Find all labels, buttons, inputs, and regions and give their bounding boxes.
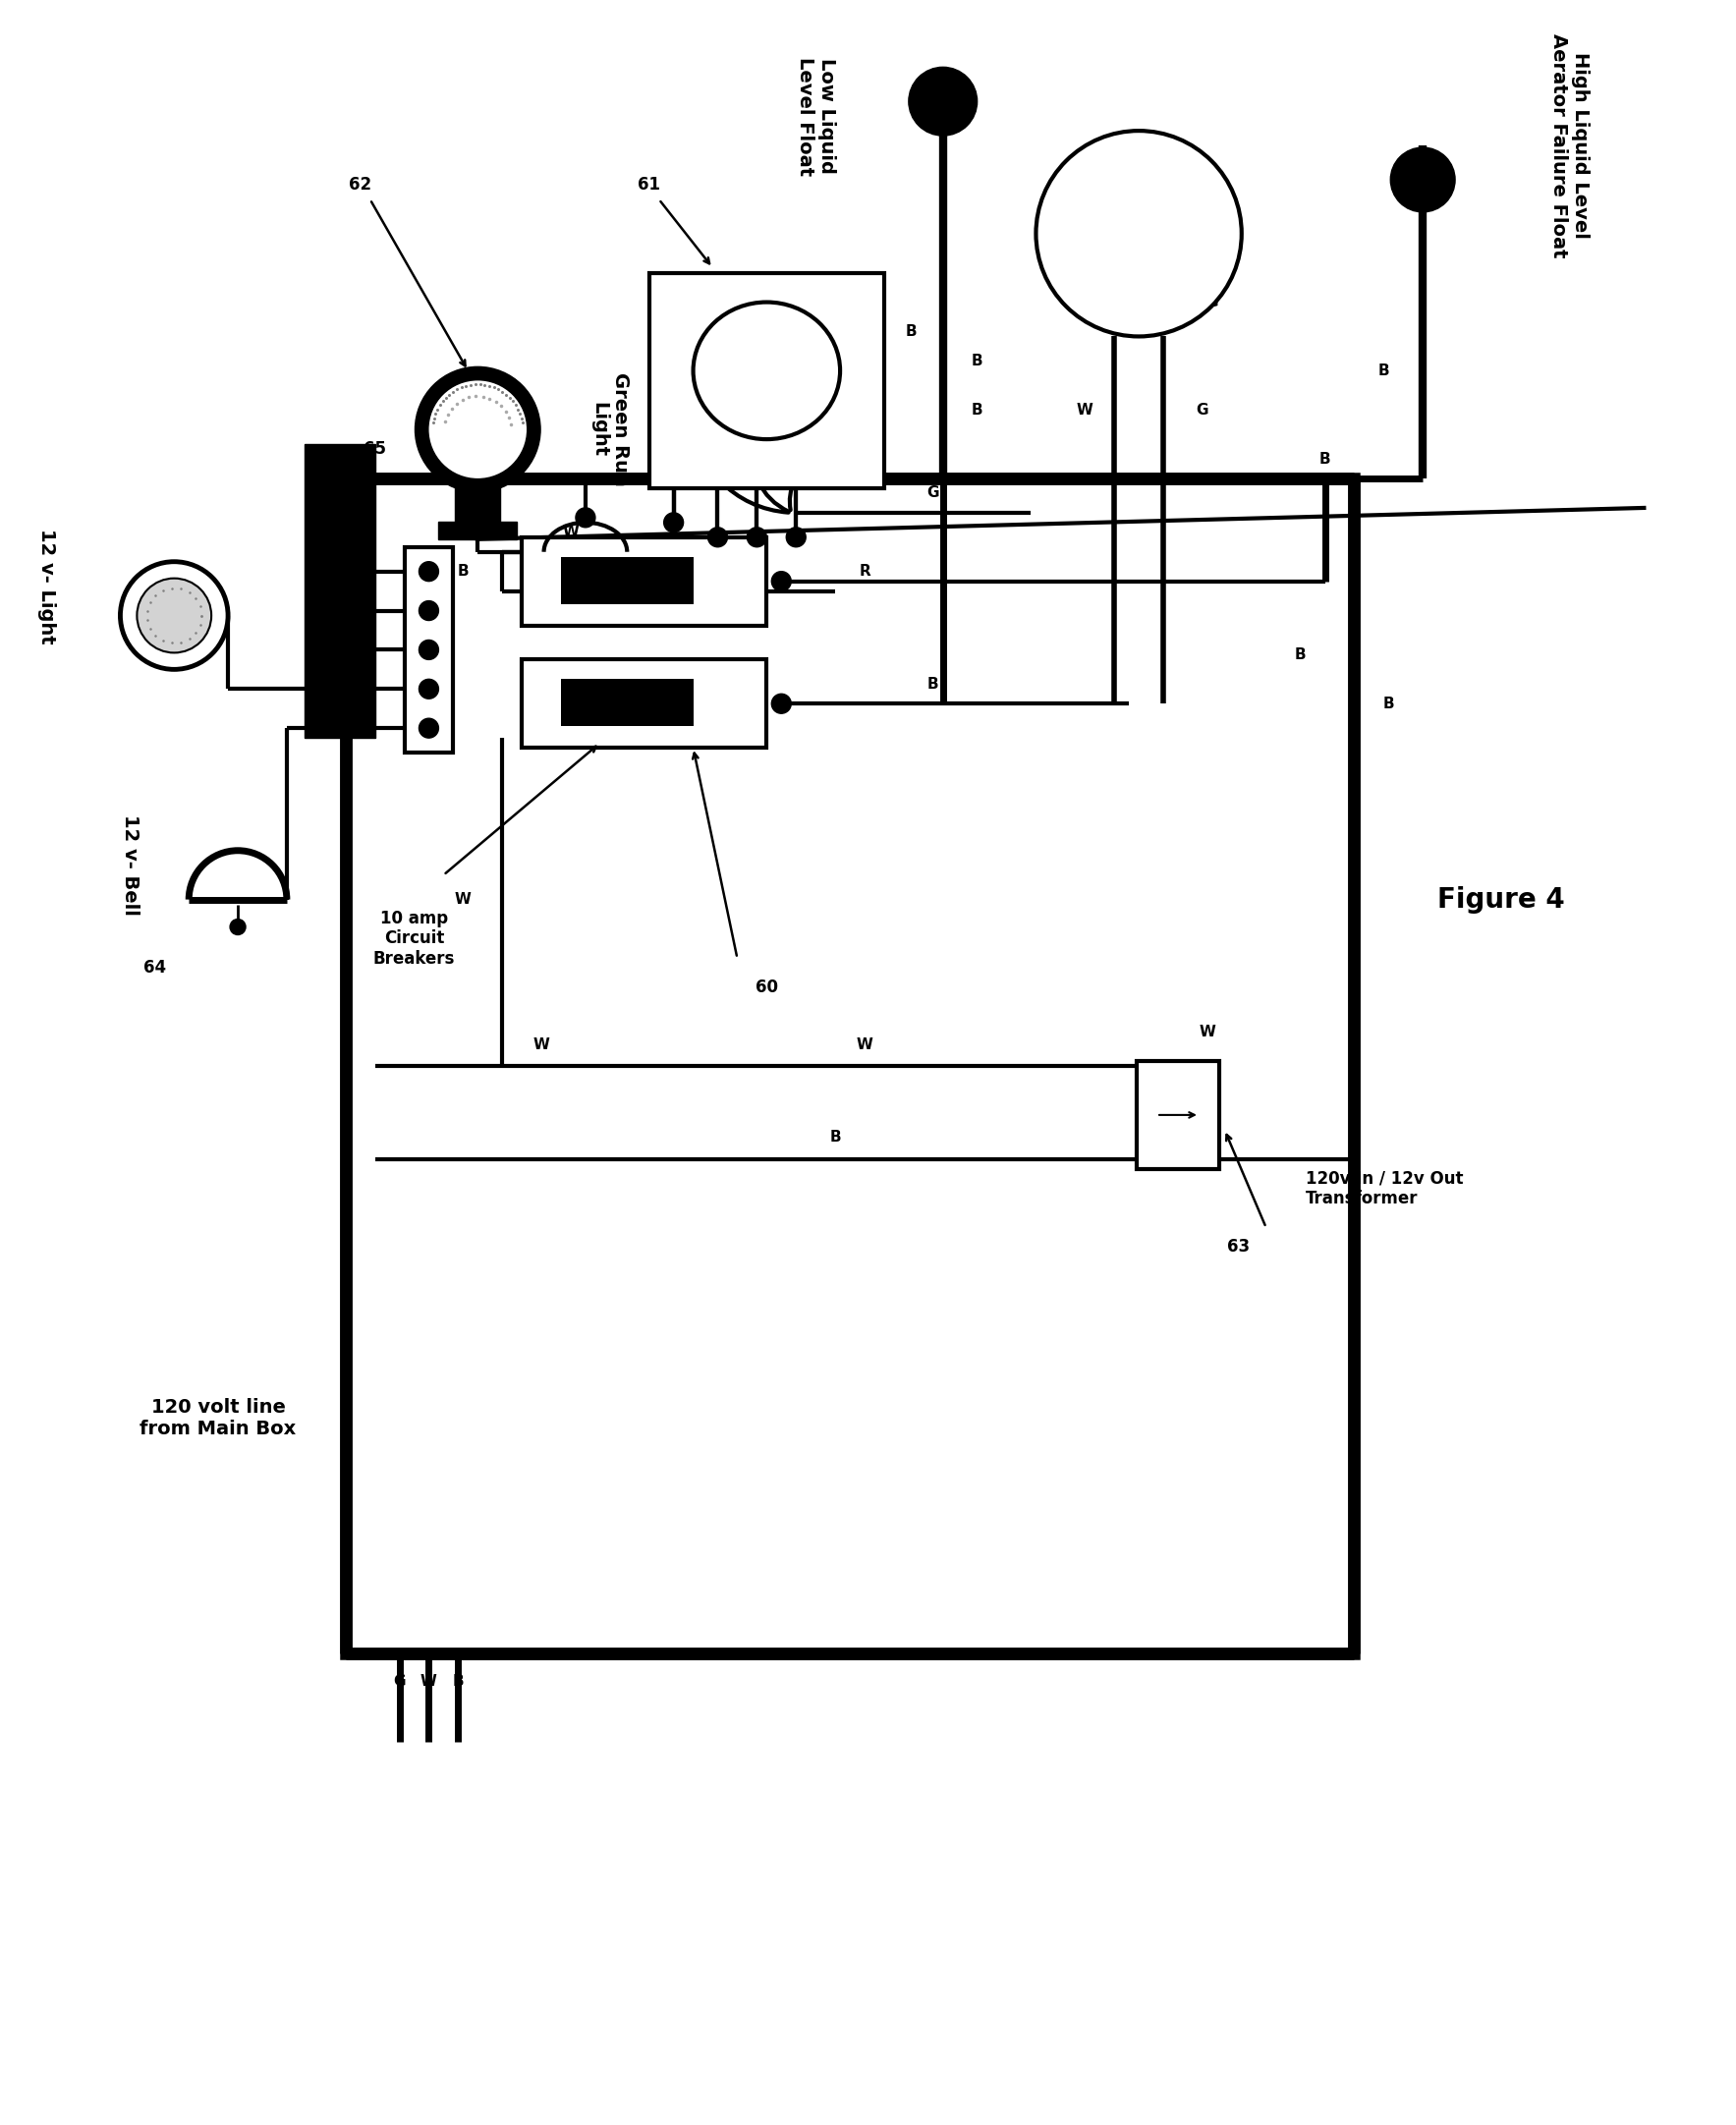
Text: B: B bbox=[457, 563, 469, 578]
Text: Timer: Timer bbox=[736, 361, 799, 380]
Text: W: W bbox=[856, 1037, 873, 1052]
Text: R: R bbox=[859, 563, 870, 578]
Bar bbox=[523, 538, 767, 625]
Text: 10 amp
Circuit
Breakers: 10 amp Circuit Breakers bbox=[373, 910, 455, 969]
Bar bbox=[1137, 1060, 1220, 1169]
Text: 60: 60 bbox=[755, 980, 778, 997]
Circle shape bbox=[427, 378, 529, 480]
Circle shape bbox=[908, 68, 977, 136]
Text: 120 volt line
from Main Box: 120 volt line from Main Box bbox=[141, 1398, 297, 1439]
Circle shape bbox=[708, 527, 727, 546]
Bar bbox=[523, 659, 767, 748]
Circle shape bbox=[418, 640, 439, 659]
Text: B: B bbox=[927, 676, 939, 691]
Bar bbox=[561, 680, 693, 727]
Text: 63: 63 bbox=[1227, 1239, 1250, 1256]
Bar bbox=[455, 480, 500, 521]
Circle shape bbox=[418, 680, 439, 699]
Text: W: W bbox=[1076, 402, 1094, 416]
Text: Aerator
Motor: Aerator Motor bbox=[1097, 212, 1180, 253]
Text: 12 v- Bell: 12 v- Bell bbox=[122, 814, 139, 916]
Circle shape bbox=[415, 368, 540, 493]
Bar bbox=[649, 272, 884, 489]
Circle shape bbox=[1036, 132, 1241, 336]
Text: G: G bbox=[927, 487, 939, 501]
Circle shape bbox=[229, 920, 247, 935]
Bar bbox=[304, 444, 375, 737]
Text: High Liquid Level
Aerator Failure Float: High Liquid Level Aerator Failure Float bbox=[1550, 34, 1590, 257]
Text: B: B bbox=[972, 402, 983, 416]
Circle shape bbox=[771, 695, 792, 714]
Circle shape bbox=[576, 508, 595, 527]
Bar bbox=[404, 546, 453, 752]
Circle shape bbox=[418, 601, 439, 620]
Text: B: B bbox=[1378, 363, 1389, 378]
Text: B: B bbox=[453, 1674, 464, 1689]
Bar bbox=[561, 557, 693, 603]
Circle shape bbox=[746, 527, 767, 546]
Text: W: W bbox=[455, 892, 472, 907]
Circle shape bbox=[120, 561, 227, 669]
Text: W: W bbox=[533, 1037, 550, 1052]
Circle shape bbox=[418, 561, 439, 582]
Text: G: G bbox=[1207, 295, 1219, 310]
Text: B: B bbox=[1295, 648, 1305, 663]
Circle shape bbox=[137, 578, 212, 652]
Text: 65: 65 bbox=[363, 440, 385, 457]
Text: Figure 4: Figure 4 bbox=[1437, 886, 1564, 914]
Bar bbox=[439, 521, 517, 540]
Circle shape bbox=[663, 512, 684, 531]
Text: B: B bbox=[972, 353, 983, 368]
Text: G: G bbox=[394, 1674, 406, 1689]
Circle shape bbox=[418, 718, 439, 737]
Text: W: W bbox=[1047, 276, 1064, 289]
Text: 120v In / 12v Out
Transformer: 120v In / 12v Out Transformer bbox=[1305, 1169, 1463, 1207]
Text: B: B bbox=[1384, 697, 1394, 712]
Text: B: B bbox=[1319, 450, 1330, 465]
Circle shape bbox=[786, 527, 806, 546]
Text: 62: 62 bbox=[349, 176, 372, 193]
Text: 64: 64 bbox=[142, 958, 167, 978]
Text: G: G bbox=[1196, 402, 1208, 416]
Text: W: W bbox=[420, 1674, 437, 1689]
Text: W: W bbox=[562, 525, 580, 540]
Text: B: B bbox=[830, 1130, 840, 1145]
Circle shape bbox=[771, 572, 792, 591]
Text: 61: 61 bbox=[637, 176, 660, 193]
Circle shape bbox=[1391, 147, 1455, 212]
Text: B: B bbox=[906, 325, 917, 338]
Text: Green Run
Light: Green Run Light bbox=[590, 372, 630, 487]
Text: W: W bbox=[1200, 1024, 1215, 1039]
Bar bbox=[345, 478, 1354, 1653]
Text: 12 v- Light: 12 v- Light bbox=[38, 529, 56, 644]
Ellipse shape bbox=[693, 302, 840, 440]
Text: Low Liquid
Level Float: Low Liquid Level Float bbox=[795, 57, 835, 176]
Text: R: R bbox=[564, 578, 576, 593]
